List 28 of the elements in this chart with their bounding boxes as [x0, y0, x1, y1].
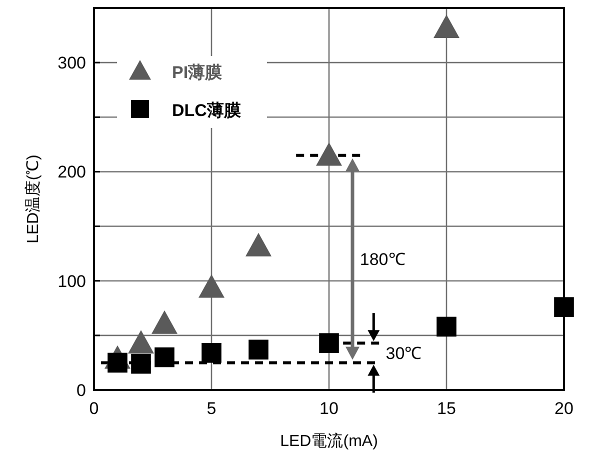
y-axis-title: LED温度(℃) — [24, 154, 42, 244]
point — [246, 232, 272, 256]
point — [128, 330, 154, 354]
annotation: 180℃ — [360, 250, 406, 270]
y-tick-label: 100 — [58, 272, 86, 291]
point — [154, 347, 174, 368]
point — [152, 310, 178, 334]
y-tick-label: 200 — [58, 162, 86, 182]
legend-label: DLC薄膜 — [172, 101, 241, 120]
point — [202, 342, 222, 363]
y-tick-label: 0 — [76, 381, 86, 400]
point — [319, 333, 339, 353]
point — [434, 14, 460, 38]
point — [131, 354, 151, 374]
point — [316, 142, 342, 166]
x-axis-title: LED電流(mA) — [280, 432, 378, 450]
x-tick-label: 20 — [554, 399, 574, 418]
y-tick-label: 300 — [58, 54, 86, 73]
x-tick-label: 0 — [89, 399, 99, 418]
x-tick-label: 5 — [206, 399, 216, 418]
annotation: 30℃ — [386, 344, 422, 363]
point — [198, 274, 224, 298]
point — [554, 297, 574, 317]
point — [436, 316, 456, 337]
point — [248, 340, 268, 360]
x-tick-label: 10 — [320, 399, 338, 418]
x-tick-label: 15 — [437, 399, 456, 418]
legend-label: PI薄膜 — [172, 63, 222, 82]
